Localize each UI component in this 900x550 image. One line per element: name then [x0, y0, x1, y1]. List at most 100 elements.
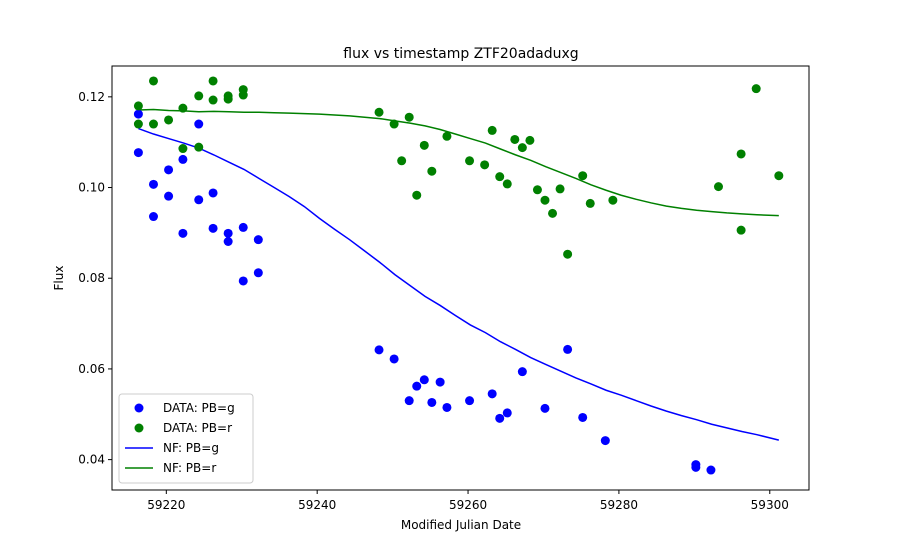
data-point-data-pb-g — [178, 154, 188, 164]
data-point-data-pb-g — [502, 408, 512, 418]
legend-marker-data-pb-r — [134, 423, 144, 433]
data-point-data-pb-g — [223, 228, 233, 238]
data-point-data-pb-g — [412, 381, 422, 391]
data-point-data-pb-r — [555, 184, 565, 194]
data-point-data-pb-g — [148, 179, 158, 189]
data-point-data-pb-r — [223, 94, 233, 104]
data-point-data-pb-g — [427, 397, 437, 407]
data-point-data-pb-g — [164, 191, 174, 201]
data-point-data-pb-g — [178, 228, 188, 238]
data-point-data-pb-r — [495, 172, 505, 182]
x-tick-label: 59300 — [751, 498, 789, 512]
data-point-data-pb-g — [691, 462, 701, 472]
x-tick-label: 59280 — [600, 498, 638, 512]
y-axis-title: Flux — [52, 266, 66, 291]
data-point-data-pb-g — [164, 165, 174, 175]
x-tick-label: 59220 — [147, 498, 185, 512]
data-point-data-pb-r — [510, 134, 520, 144]
data-point-data-pb-g — [495, 413, 505, 423]
data-point-data-pb-r — [502, 179, 512, 189]
data-point-data-pb-r — [465, 156, 475, 166]
data-point-data-pb-g — [208, 223, 218, 233]
data-point-data-pb-g — [253, 268, 263, 278]
legend-box — [118, 393, 254, 484]
data-point-data-pb-g — [253, 235, 263, 245]
data-point-data-pb-g — [238, 222, 248, 232]
data-point-data-pb-g — [389, 354, 399, 364]
data-point-data-pb-r — [736, 225, 746, 235]
data-point-data-pb-r — [148, 76, 158, 86]
data-point-data-pb-r — [389, 119, 399, 129]
data-point-data-pb-r — [578, 171, 588, 181]
data-point-data-pb-r — [480, 160, 490, 170]
data-point-data-pb-r — [442, 131, 452, 141]
data-point-data-pb-g — [540, 403, 550, 413]
data-point-data-pb-g — [435, 377, 445, 387]
x-tick-label: 59260 — [449, 498, 487, 512]
data-point-data-pb-r — [427, 166, 437, 176]
data-point-data-pb-g — [223, 236, 233, 246]
data-point-data-pb-r — [736, 149, 746, 159]
data-point-data-pb-r — [178, 103, 188, 113]
data-point-data-pb-g — [148, 212, 158, 222]
data-point-data-pb-r — [532, 185, 542, 195]
data-point-data-pb-r — [133, 101, 143, 111]
legend-label-data-pb-g: DATA: PB=g — [163, 401, 235, 415]
x-axis-title: Modified Julian Date — [401, 518, 521, 532]
data-point-data-pb-g — [419, 375, 429, 385]
data-point-data-pb-r — [774, 171, 784, 181]
data-point-data-pb-g — [442, 402, 452, 412]
data-point-data-pb-r — [419, 140, 429, 150]
data-point-data-pb-g — [465, 396, 475, 406]
data-point-data-pb-g — [600, 436, 610, 446]
data-point-data-pb-r — [374, 107, 384, 117]
data-point-data-pb-r — [404, 112, 414, 122]
y-tick-label: 0.10 — [78, 181, 105, 195]
legend-marker-data-pb-g — [134, 403, 144, 413]
x-tick-label: 59240 — [298, 498, 336, 512]
legend-label-nf-pb-g: NF: PB=g — [163, 441, 219, 455]
y-tick-label: 0.06 — [78, 362, 105, 376]
data-point-data-pb-r — [525, 135, 535, 145]
data-point-data-pb-r — [517, 143, 527, 153]
y-tick-label: 0.12 — [78, 90, 105, 104]
data-point-data-pb-g — [563, 344, 573, 354]
data-point-data-pb-r — [412, 190, 422, 200]
data-point-data-pb-r — [208, 76, 218, 86]
data-point-data-pb-g — [374, 345, 384, 355]
data-point-data-pb-g — [194, 119, 204, 129]
data-point-data-pb-g — [208, 188, 218, 198]
data-point-data-pb-r — [563, 249, 573, 259]
legend-label-nf-pb-r: NF: PB=r — [163, 461, 216, 475]
data-point-data-pb-g — [194, 195, 204, 205]
legend-label-data-pb-r: DATA: PB=r — [163, 421, 232, 435]
data-point-data-pb-r — [133, 119, 143, 129]
data-point-data-pb-g — [133, 148, 143, 158]
chart-title: flux vs timestamp ZTF20adaduxg — [343, 46, 578, 62]
data-point-data-pb-r — [487, 125, 497, 135]
series-line-nf-pb-g — [138, 127, 780, 441]
legend: DATA: PB=g DATA: PB=r NF: PB=g NF: PB=r — [118, 393, 254, 484]
data-point-data-pb-g — [404, 396, 414, 406]
data-point-data-pb-r — [397, 156, 407, 166]
data-point-data-pb-r — [178, 144, 188, 154]
data-point-data-pb-r — [238, 90, 248, 100]
data-point-data-pb-r — [164, 115, 174, 125]
data-point-data-pb-r — [548, 208, 558, 218]
data-point-data-pb-r — [751, 84, 761, 94]
data-point-data-pb-g — [487, 389, 497, 399]
data-point-data-pb-r — [585, 198, 595, 208]
data-point-data-pb-g — [238, 276, 248, 286]
data-point-data-pb-r — [194, 142, 204, 152]
data-point-data-pb-r — [208, 95, 218, 105]
series-line-nf-pb-r — [138, 108, 779, 217]
y-tick-label: 0.04 — [78, 453, 105, 467]
data-point-data-pb-g — [133, 109, 143, 119]
data-point-data-pb-r — [608, 195, 618, 205]
data-point-data-pb-r — [540, 195, 550, 205]
y-tick-label: 0.08 — [78, 271, 105, 285]
data-point-data-pb-r — [194, 91, 204, 101]
data-point-data-pb-g — [578, 412, 588, 422]
data-point-data-pb-g — [517, 367, 527, 377]
